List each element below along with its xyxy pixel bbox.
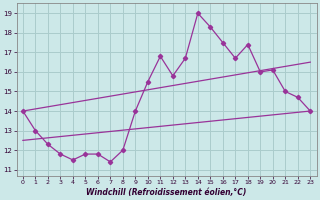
- X-axis label: Windchill (Refroidissement éolien,°C): Windchill (Refroidissement éolien,°C): [86, 188, 247, 197]
